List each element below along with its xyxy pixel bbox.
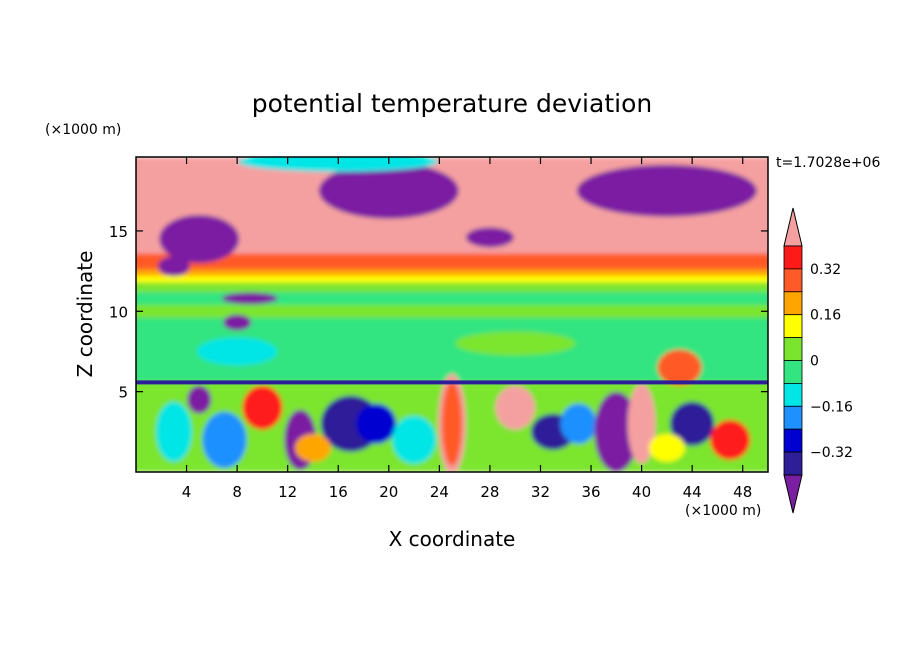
field-region	[594, 391, 639, 472]
colorbar: 0.32 0.16 0 −0.16 −0.32	[783, 207, 853, 514]
x-tick-label: 12	[278, 483, 297, 501]
band-red	[136, 253, 768, 270]
x-tick-label: 28	[480, 483, 499, 501]
colorbar-swatch	[783, 428, 803, 453]
band-green	[136, 282, 768, 292]
colorbar-swatch	[783, 405, 803, 430]
z-axis: 5 10 15	[109, 223, 768, 402]
time-label: t=1.7028e+06	[776, 155, 880, 171]
field-region	[356, 403, 397, 444]
contour-field	[136, 157, 768, 472]
field-region	[627, 383, 656, 464]
colorbar-swatch	[783, 268, 803, 293]
field-region	[576, 164, 757, 217]
colorbar-label: −0.32	[810, 445, 853, 461]
colorbar-label: 0.32	[810, 262, 841, 278]
x-tick-label: 44	[683, 483, 702, 501]
field-region	[455, 331, 576, 356]
colorbar-swatch	[783, 451, 803, 476]
colorbar-swatch	[783, 245, 803, 270]
field-region	[670, 401, 715, 446]
colorbar-swatch	[783, 314, 803, 339]
field-region	[710, 419, 751, 460]
colorbar-swatch	[783, 337, 803, 361]
z-tick-label: 15	[109, 223, 128, 241]
x-tick-label: 16	[329, 483, 348, 501]
band-mid-green	[136, 304, 768, 318]
x-tick-label: 40	[632, 483, 651, 501]
z-tick-label: 5	[118, 384, 128, 402]
field-region	[442, 381, 462, 466]
band-boundary	[136, 380, 768, 385]
plot-frame	[135, 156, 769, 473]
chart-title: potential temperature deviation	[252, 89, 652, 118]
field-region	[159, 214, 240, 263]
field-region	[197, 337, 278, 366]
colorbar-label: −0.16	[810, 399, 853, 415]
colorbar-swatch	[783, 291, 803, 316]
band-orange	[136, 269, 768, 276]
x-unit-label: (×1000 m)	[685, 503, 761, 519]
colorbar-label: 0.16	[810, 308, 841, 324]
field-region	[560, 403, 597, 444]
field-region	[202, 411, 247, 468]
colorbar-swatch	[783, 360, 803, 384]
x-tick-label: 8	[232, 483, 242, 501]
colorbar-arrow-bottom	[783, 474, 803, 514]
field-region	[187, 385, 212, 414]
field-region	[465, 227, 514, 248]
field-region	[223, 314, 252, 331]
field-region	[221, 292, 278, 305]
field-region	[318, 162, 459, 219]
colorbar-label: 0	[810, 354, 819, 370]
field-region	[495, 385, 536, 430]
x-tick-label: 24	[430, 483, 449, 501]
x-tick-label: 4	[182, 483, 192, 501]
x-tick-label: 32	[531, 483, 550, 501]
field-region	[157, 256, 190, 277]
x-tick-label: 20	[379, 483, 398, 501]
field-region	[392, 415, 437, 464]
field-region	[155, 401, 192, 462]
band-yellow	[136, 275, 768, 283]
field-region	[648, 433, 685, 462]
z-unit-label: (×1000 m)	[45, 122, 121, 138]
z-tick-label: 10	[109, 303, 128, 321]
colorbar-swatch	[783, 382, 803, 407]
field-region	[657, 349, 702, 386]
x-tick-label: 48	[733, 483, 752, 501]
colorbar-arrow-top	[783, 207, 803, 247]
x-axis-label: X coordinate	[389, 527, 516, 551]
x-tick-label: 36	[581, 483, 600, 501]
field-region	[242, 385, 283, 430]
field-region	[294, 433, 331, 462]
x-axis: 4 8 12 16 20 24 28 32 36 40 44 48	[182, 157, 752, 501]
z-axis-label: Z coordinate	[73, 251, 97, 378]
